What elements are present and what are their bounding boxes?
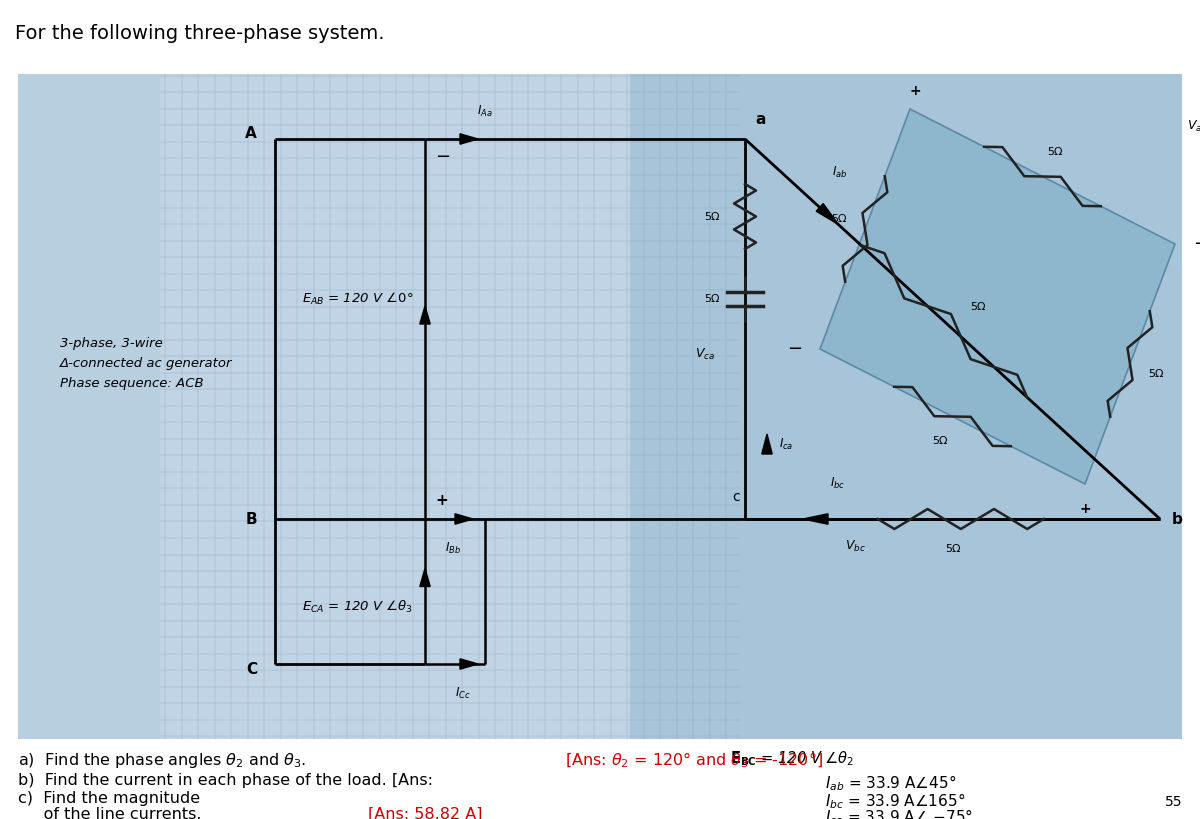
- Text: 5Ω: 5Ω: [944, 544, 960, 554]
- Polygon shape: [420, 306, 430, 324]
- Text: 5Ω: 5Ω: [970, 302, 985, 312]
- Text: 5Ω: 5Ω: [704, 294, 720, 304]
- Text: $\mathbf{E_{BC}}$ = 120 V $\angle\theta_2$: $\mathbf{E_{BC}}$ = 120 V $\angle\theta_…: [731, 749, 854, 767]
- Text: 5Ω: 5Ω: [832, 215, 846, 224]
- Polygon shape: [455, 514, 473, 524]
- Text: 55: 55: [1164, 795, 1182, 809]
- Text: a: a: [755, 112, 766, 127]
- Text: $E_{CA}$ = 120 V $\angle\theta_3$: $E_{CA}$ = 120 V $\angle\theta_3$: [302, 599, 413, 614]
- FancyBboxPatch shape: [630, 74, 1182, 739]
- Text: $I_{bc}$: $I_{bc}$: [830, 476, 846, 491]
- Text: $I_{Bb}$: $I_{Bb}$: [445, 541, 461, 556]
- Text: B: B: [245, 512, 257, 527]
- Polygon shape: [460, 133, 478, 144]
- Text: b: b: [1172, 512, 1183, 527]
- Text: C: C: [246, 662, 257, 676]
- Text: 5Ω: 5Ω: [704, 211, 720, 221]
- Text: $I_{Cc}$: $I_{Cc}$: [455, 686, 470, 701]
- Text: $I_{Aa}$: $I_{Aa}$: [476, 104, 493, 119]
- Polygon shape: [762, 434, 773, 454]
- Text: 5Ω: 5Ω: [1148, 369, 1164, 379]
- Text: A: A: [245, 126, 257, 142]
- Text: 3-phase, 3-wire
Δ-connected ac generator
Phase sequence: ACB: 3-phase, 3-wire Δ-connected ac generator…: [60, 337, 233, 391]
- Text: $I_{ab}$ = 33.9 A$\angle$45°: $I_{ab}$ = 33.9 A$\angle$45°: [826, 773, 956, 793]
- Text: +: +: [434, 494, 448, 509]
- Text: c)  Find the magnitude: c) Find the magnitude: [18, 791, 200, 806]
- Text: $I_{ab}$: $I_{ab}$: [833, 165, 847, 180]
- Text: 5Ω: 5Ω: [1048, 147, 1063, 156]
- Text: −: −: [434, 148, 450, 166]
- Text: of the line currents.: of the line currents.: [18, 807, 206, 819]
- Polygon shape: [816, 204, 838, 224]
- Polygon shape: [820, 109, 1175, 484]
- Text: [Ans: $\theta_2$ = 120° and $\theta_3$ = -120°]: [Ans: $\theta_2$ = 120° and $\theta_3$ =…: [565, 751, 823, 771]
- Text: $V_{bc}$: $V_{bc}$: [845, 539, 865, 554]
- Text: c: c: [732, 490, 740, 504]
- Text: a)  Find the phase angles $\theta_2$ and $\theta_3$.: a) Find the phase angles $\theta_2$ and …: [18, 751, 308, 770]
- Polygon shape: [803, 514, 828, 524]
- Polygon shape: [420, 568, 430, 586]
- Text: $I_{bc}$ = 33.9 A$\angle$165°: $I_{bc}$ = 33.9 A$\angle$165°: [826, 791, 965, 811]
- Text: −: −: [787, 340, 802, 358]
- Text: b)  Find the current in each phase of the load. [Ans:: b) Find the current in each phase of the…: [18, 773, 433, 788]
- Text: 5Ω: 5Ω: [932, 437, 948, 446]
- Text: −: −: [1193, 235, 1200, 253]
- FancyBboxPatch shape: [18, 74, 738, 739]
- Text: $I_{ca}$: $I_{ca}$: [779, 437, 793, 451]
- Polygon shape: [460, 658, 478, 669]
- Text: $V_{ab}$: $V_{ab}$: [1187, 119, 1200, 134]
- Text: +: +: [1079, 502, 1091, 516]
- Text: +: +: [910, 84, 920, 98]
- Text: [Ans: 58.82 A]: [Ans: 58.82 A]: [368, 807, 482, 819]
- Text: $E_{AB}$ = 120 V $\angle 0°$: $E_{AB}$ = 120 V $\angle 0°$: [301, 291, 413, 307]
- FancyBboxPatch shape: [160, 74, 740, 739]
- Text: For the following three-phase system.: For the following three-phase system.: [14, 24, 384, 43]
- Text: $I_{ca}$ = 33.9 A$\angle$ −75°: $I_{ca}$ = 33.9 A$\angle$ −75°: [826, 807, 973, 819]
- Text: $V_{ca}$: $V_{ca}$: [695, 346, 715, 361]
